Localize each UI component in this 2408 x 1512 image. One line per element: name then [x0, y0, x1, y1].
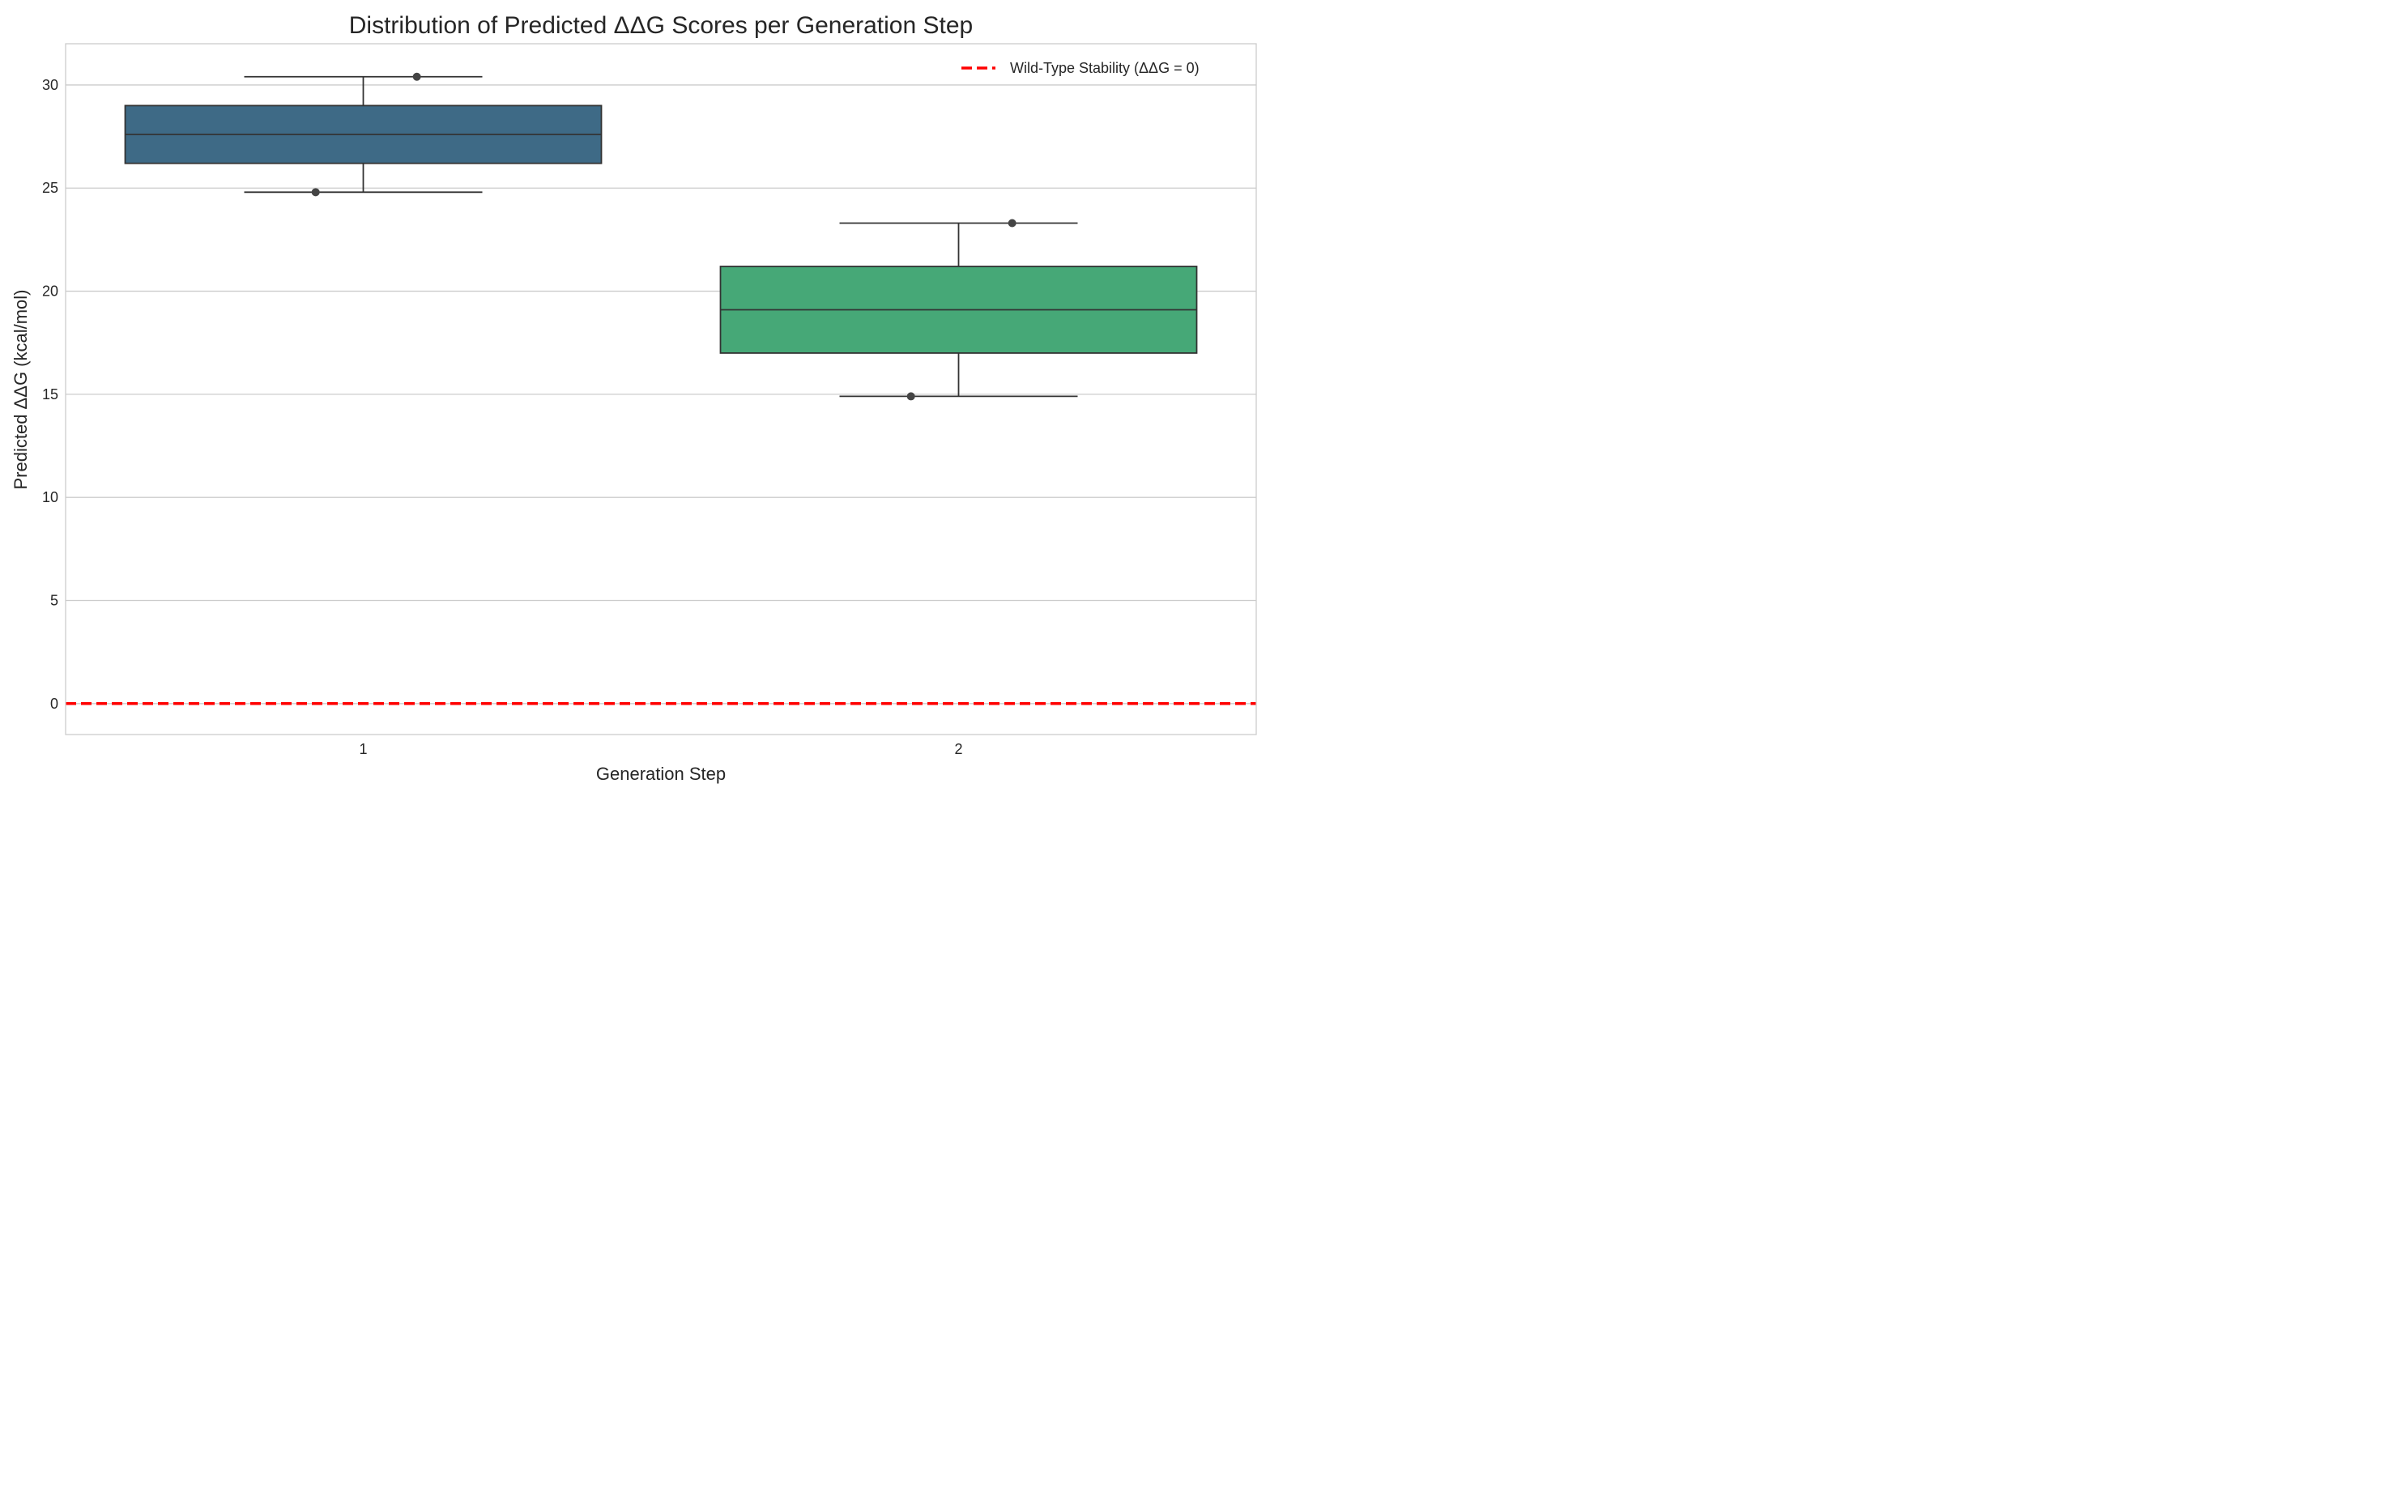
- data-point: [906, 392, 915, 401]
- data-point: [1008, 219, 1016, 228]
- y-tick-label: 30: [42, 77, 58, 93]
- box-group-1: [124, 72, 603, 197]
- data-point: [412, 72, 421, 81]
- y-tick-labels: 0 5 10 15 20 25 30: [42, 77, 58, 712]
- legend-label: Wild-Type Stability (ΔΔG = 0): [1010, 60, 1200, 76]
- data-point: [311, 188, 320, 197]
- y-tick-label: 0: [50, 696, 58, 712]
- x-tick-label: 1: [359, 741, 367, 757]
- chart-title: Distribution of Predicted ΔΔG Scores per…: [349, 12, 973, 39]
- legend: Wild-Type Stability (ΔΔG = 0): [961, 60, 1200, 76]
- y-tick-label: 10: [42, 489, 58, 505]
- axes-frame: [65, 43, 1257, 735]
- x-axis-label: Generation Step: [596, 764, 726, 784]
- y-tick-label: 15: [42, 386, 58, 402]
- y-tick-label: 25: [42, 180, 58, 196]
- y-tick-label: 20: [42, 283, 58, 300]
- y-tick-label: 5: [50, 592, 58, 608]
- box-plot-chart: Distribution of Predicted ΔΔG Scores per…: [0, 0, 1269, 797]
- x-tick-label: 2: [954, 741, 962, 757]
- plot-area: [66, 72, 1256, 705]
- grid-lines: [66, 84, 1256, 705]
- y-axis-label: Predicted ΔΔG (kcal/mol): [11, 289, 31, 489]
- box-group-2: [719, 219, 1198, 401]
